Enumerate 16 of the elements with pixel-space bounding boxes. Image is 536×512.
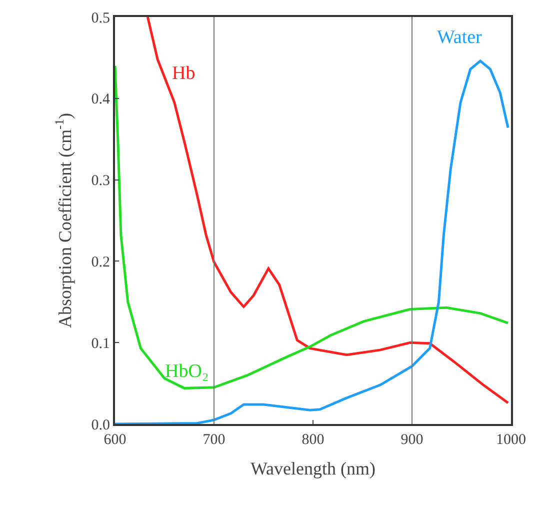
y-tick-label: 0.4 [91, 92, 110, 108]
series-label: Water [437, 27, 483, 48]
x-axis-title: Wavelength (nm) [250, 458, 376, 479]
series-label: Hb [172, 63, 196, 84]
x-tick-label: 700 [202, 432, 226, 448]
x-tick-label: 1000 [496, 432, 526, 448]
x-tick-label: 600 [104, 432, 126, 448]
y-tick-label: 0.3 [91, 173, 110, 190]
series-label: HbO₂ [165, 361, 209, 382]
y-tick-label: 0.1 [91, 336, 110, 352]
y-tick-label: 0.2 [91, 254, 110, 270]
y-tick-label: 0.5 [91, 10, 110, 26]
y-tick-label: 0.0 [91, 417, 110, 434]
x-tick-label: 900 [400, 432, 424, 448]
x-tick-label: 800 [302, 432, 324, 448]
line-series [146, 17, 510, 404]
